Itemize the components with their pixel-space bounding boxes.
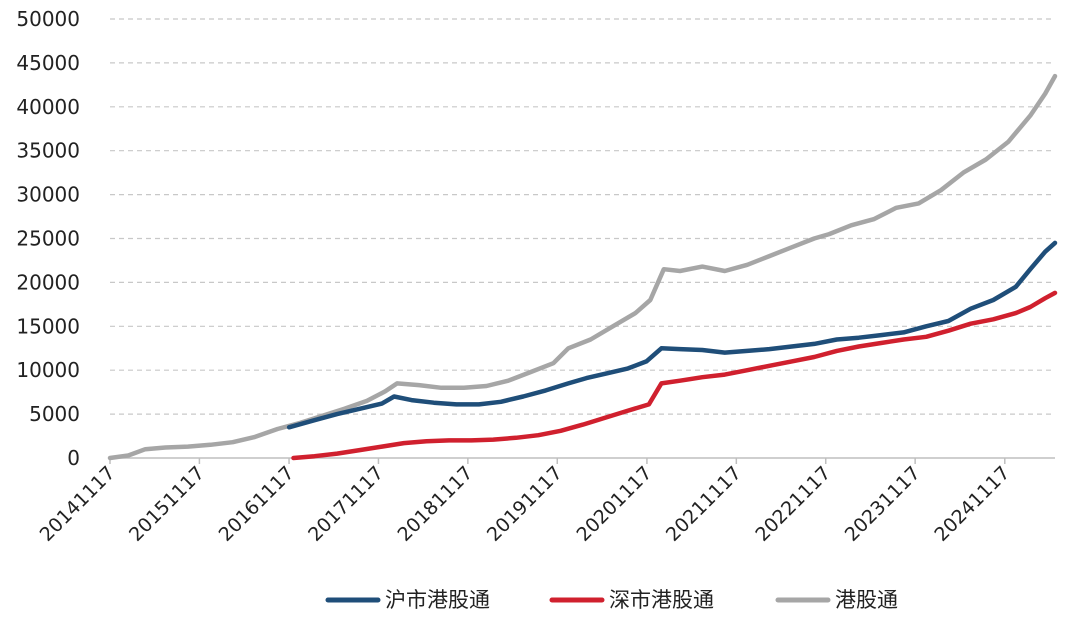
y-tick-label: 0 [67, 446, 80, 470]
y-tick-label: 25000 [16, 227, 80, 251]
x-tick-label: 20201117 [573, 462, 657, 546]
x-tick-label: 20151117 [125, 462, 209, 546]
x-tick-label: 20211117 [662, 462, 746, 546]
y-tick-label: 45000 [16, 51, 80, 75]
x-tick-label: 20181117 [393, 462, 477, 546]
axis-layer: 0 5000 10000 15000 20000 25000 30000 35000 40000… [16, 7, 1055, 546]
y-tick-label: 5000 [29, 402, 80, 426]
y-tick-label: 30000 [16, 183, 80, 207]
series-layer [107, 73, 1058, 461]
series-line-1 [291, 290, 1058, 461]
grid-layer [110, 18, 1055, 415]
legend-label: 港股通 [835, 588, 898, 612]
series-line-2 [107, 73, 1058, 461]
y-tick-label: 20000 [16, 270, 80, 294]
x-tick-label: 20231117 [841, 462, 925, 546]
legend: 沪市港股通 深市港股通 港股通 [325, 588, 898, 612]
y-tick-label: 35000 [16, 139, 80, 163]
y-tick-label: 15000 [16, 314, 80, 338]
x-tick-label: 20171117 [304, 462, 388, 546]
x-tick-label: 20141117 [36, 462, 120, 546]
legend-label: 沪市港股通 [385, 588, 490, 612]
y-tick-label: 50000 [16, 7, 80, 31]
x-tick-label: 20161117 [215, 462, 299, 546]
x-tick-label: 20221117 [751, 462, 835, 546]
series-line-0 [286, 240, 1058, 430]
y-tick-label: 10000 [16, 358, 80, 382]
x-tick-label: 20241117 [930, 462, 1014, 546]
y-tick-label: 40000 [16, 95, 80, 119]
legend-label: 深市港股通 [609, 588, 714, 612]
x-tick-label: 20191117 [483, 462, 567, 546]
